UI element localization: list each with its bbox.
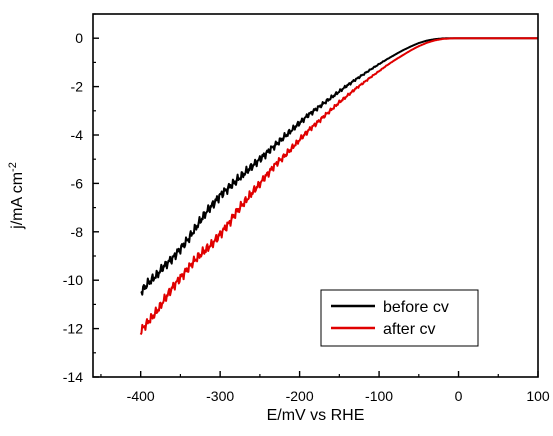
x-tick-label: 100 [526,388,550,404]
y-tick-label: -4 [71,127,84,143]
x-tick-label: 0 [455,388,463,404]
x-tick-label: -100 [365,388,393,404]
y-tick-label: -10 [63,272,83,288]
series-line-after-cv [139,37,538,336]
y-tick-label: -12 [63,321,83,337]
y-axis-title-superscript: -2 [7,162,19,172]
x-tick-label: -300 [206,388,234,404]
legend-label-after-cv: after cv [383,321,435,338]
y-tick-label: -14 [63,369,83,385]
y-tick-label: 0 [75,30,83,46]
y-axis-title-main: j/mA cm [9,172,26,230]
series-layer [139,37,538,336]
ticks-layer: -400 -300 -200 -100 0 100 0 -2 -4 -6 -8 -10 -12 -14 [63,13,550,404]
plot-frame [92,13,539,378]
x-axis-title: E/mV vs RHE [267,407,365,424]
y-tick-label: -2 [71,79,84,95]
x-tick-label: -400 [127,388,155,404]
legend: before cv after cv [320,289,479,347]
legend-box [320,289,479,347]
y-axis-title: j/mA cm-2 [7,162,26,230]
y-tick-label: -6 [71,175,84,191]
x-tick-label: -200 [286,388,314,404]
y-tick-label: -8 [71,224,84,240]
legend-label-before-cv: before cv [383,299,449,316]
